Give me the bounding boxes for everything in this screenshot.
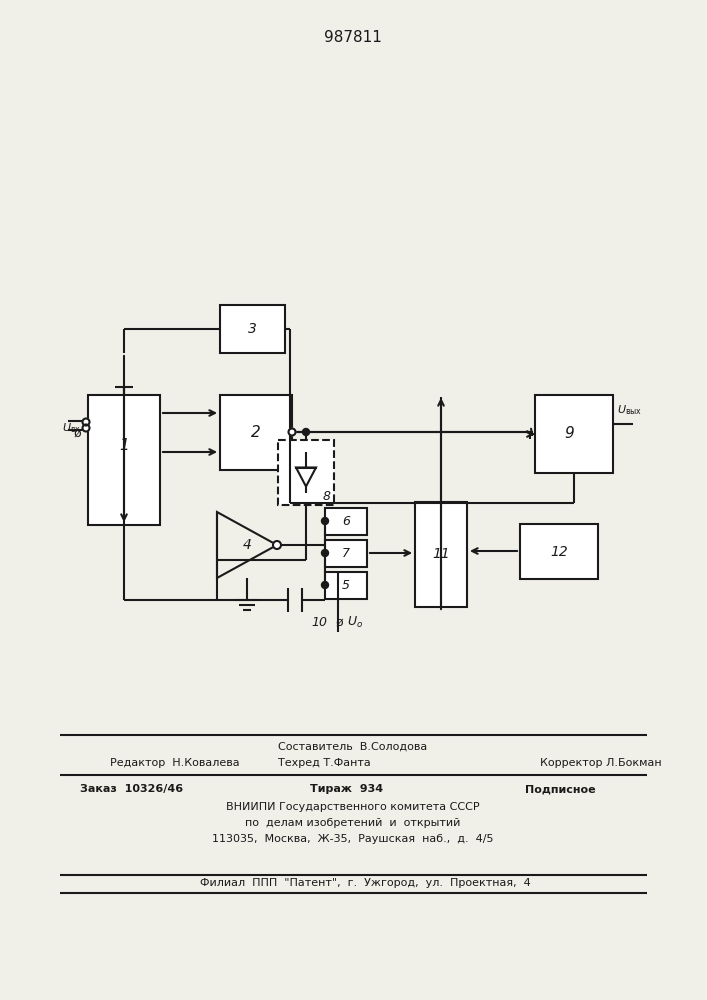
Bar xyxy=(278,440,334,505)
Circle shape xyxy=(322,582,329,588)
Text: 10: 10 xyxy=(311,615,327,629)
Text: ø: ø xyxy=(335,615,343,629)
Text: Филиал  ППП  "Патент",  г.  Ужгород,  ул.  Проектная,  4: Филиал ППП "Патент", г. Ужгород, ул. Про… xyxy=(200,878,531,888)
Circle shape xyxy=(288,428,296,436)
Text: 113035,  Москва,  Ж-35,  Раушская  наб.,  д.  4/5: 113035, Москва, Ж-35, Раушская наб., д. … xyxy=(212,834,493,844)
Text: 11: 11 xyxy=(432,548,450,562)
Circle shape xyxy=(322,550,329,556)
Text: Подписное: Подписное xyxy=(525,784,595,794)
Text: Редактор  Н.Ковалева: Редактор Н.Ковалева xyxy=(110,758,240,768)
Bar xyxy=(220,305,285,353)
Circle shape xyxy=(273,541,281,549)
Text: 2: 2 xyxy=(251,425,261,440)
Text: ø: ø xyxy=(74,426,81,440)
Bar xyxy=(325,572,367,599)
Text: 9: 9 xyxy=(564,426,574,442)
Text: 12: 12 xyxy=(550,544,568,558)
Circle shape xyxy=(83,424,90,432)
Text: Корректор Л.Бокман: Корректор Л.Бокман xyxy=(540,758,662,768)
Bar xyxy=(520,524,598,579)
Bar xyxy=(415,502,467,607)
Bar xyxy=(220,395,292,470)
Text: Техред Т.Фанта: Техред Т.Фанта xyxy=(278,758,370,768)
Circle shape xyxy=(303,428,310,436)
Text: $U_{\rm вх}$: $U_{\rm вх}$ xyxy=(62,421,81,435)
Bar xyxy=(88,395,160,525)
Text: Заказ  10326/46: Заказ 10326/46 xyxy=(80,784,183,794)
Text: Тираж  934: Тираж 934 xyxy=(310,784,383,794)
Bar xyxy=(535,395,613,473)
Text: ВНИИПИ Государственного комитета СССР: ВНИИПИ Государственного комитета СССР xyxy=(226,802,480,812)
Text: Составитель  В.Солодова: Составитель В.Солодова xyxy=(279,742,428,752)
Text: по  делам изобретений  и  открытий: по делам изобретений и открытий xyxy=(245,818,461,828)
Text: 6: 6 xyxy=(342,515,350,528)
Circle shape xyxy=(83,418,90,426)
Text: $U_o$: $U_o$ xyxy=(347,614,363,630)
Text: 8: 8 xyxy=(323,490,331,504)
Text: 5: 5 xyxy=(342,579,350,592)
Text: 7: 7 xyxy=(342,547,350,560)
Text: 4: 4 xyxy=(243,538,252,552)
Text: 1: 1 xyxy=(119,438,129,452)
Text: 987811: 987811 xyxy=(324,30,382,45)
Text: $U_{\rm вых}$: $U_{\rm вых}$ xyxy=(617,403,642,417)
Circle shape xyxy=(322,518,329,524)
Bar xyxy=(325,540,367,567)
Text: 3: 3 xyxy=(248,322,257,336)
Bar xyxy=(325,508,367,535)
